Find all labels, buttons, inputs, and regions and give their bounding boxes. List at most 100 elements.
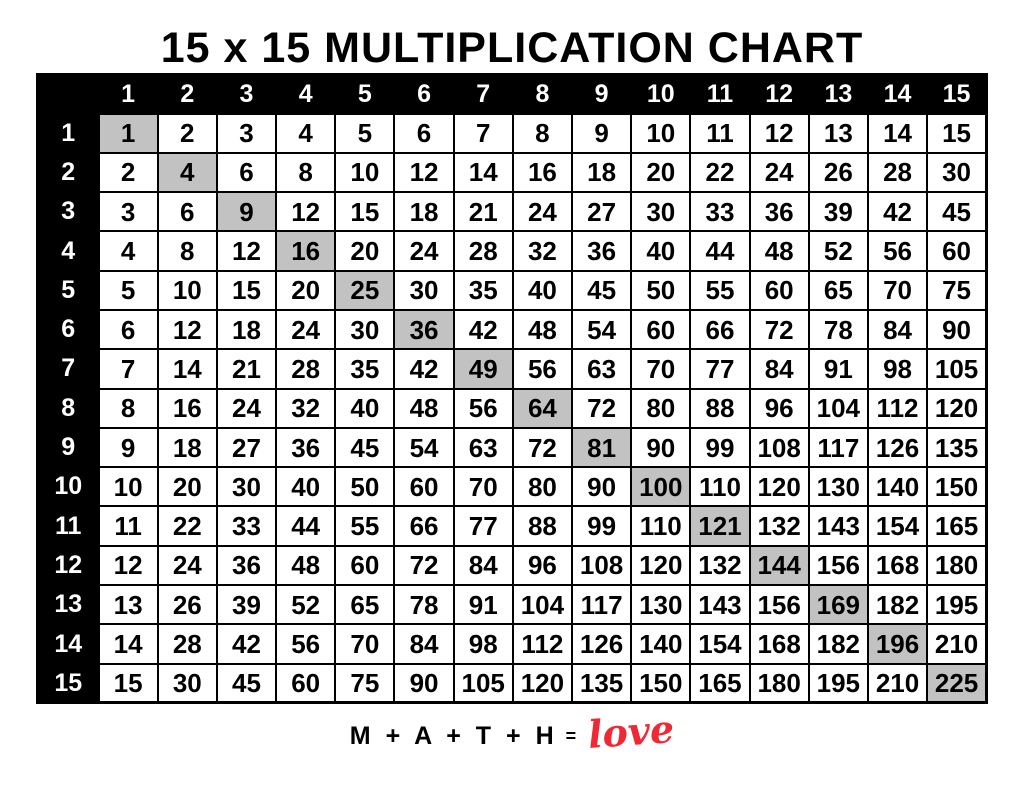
- product-cell: 21: [452, 191, 514, 233]
- product-cell: 10: [156, 269, 218, 311]
- product-cell: 36: [275, 426, 337, 469]
- product-cell: 78: [393, 584, 455, 626]
- product-cell: 63: [452, 426, 514, 469]
- page-title: 15 x 15 MULTIPLICATION CHART: [160, 24, 864, 72]
- product-cell: 169: [807, 584, 869, 626]
- table-row: 13 13 26 39 52 65 78 91 104 117 130 143 156 169 182 195: [36, 584, 988, 626]
- product-cell: 42: [393, 348, 455, 390]
- product-cell: 4: [156, 151, 218, 194]
- column-header-cell: 15: [926, 73, 988, 115]
- product-cell: 11: [97, 505, 159, 547]
- product-cell: 8: [275, 151, 337, 194]
- footer: M + A + T + H = love: [0, 704, 1024, 768]
- product-cell: 44: [275, 505, 337, 547]
- table-header: 1 2 3 4 5 6 7 8 9 10 11 12 13 14 15: [36, 73, 988, 115]
- product-cell: 18: [156, 426, 218, 469]
- product-cell: 130: [630, 584, 692, 626]
- column-header-cell: 6: [393, 73, 455, 115]
- column-header-cell: 4: [275, 73, 337, 115]
- row-header-cell: 15: [36, 662, 100, 704]
- product-cell: 39: [807, 191, 869, 233]
- product-cell: 78: [807, 308, 869, 351]
- product-cell: 26: [156, 584, 218, 626]
- product-cell: 88: [689, 387, 751, 429]
- product-cell: 30: [926, 151, 988, 194]
- product-cell: 80: [511, 466, 574, 508]
- product-cell: 40: [275, 466, 337, 508]
- product-cell: 28: [866, 151, 929, 194]
- product-cell: 96: [748, 387, 810, 429]
- table-row: 4 4 8 12 16 20 24 28 32 36 40 44 48 52 56 60: [36, 230, 988, 272]
- product-cell: 54: [570, 308, 633, 351]
- product-cell: 75: [334, 662, 396, 704]
- row-header-cell: 2: [36, 151, 100, 194]
- product-cell: 49: [452, 348, 514, 390]
- product-cell: 81: [570, 426, 633, 469]
- column-header-row: 1 2 3 4 5 6 7 8 9 10 11 12 13 14 15: [36, 73, 988, 115]
- product-cell: 7: [97, 348, 159, 390]
- product-cell: 117: [807, 426, 869, 469]
- product-cell: 2: [97, 151, 159, 194]
- product-cell: 28: [452, 230, 514, 272]
- product-cell: 24: [156, 544, 218, 587]
- product-cell: 63: [570, 348, 633, 390]
- product-cell: 30: [215, 466, 278, 508]
- product-cell: 210: [866, 662, 929, 704]
- product-cell: 30: [334, 308, 396, 351]
- product-cell: 48: [393, 387, 455, 429]
- product-cell: 42: [215, 623, 278, 665]
- product-cell: 12: [748, 112, 810, 154]
- product-cell: 6: [393, 112, 455, 154]
- table-row: 12 12 24 36 48 60 72 84 96 108 120 132 144 156 168 180: [36, 544, 988, 587]
- product-cell: 14: [156, 348, 218, 390]
- product-cell: 182: [866, 584, 929, 626]
- product-cell: 30: [630, 191, 692, 233]
- product-cell: 54: [393, 426, 455, 469]
- product-cell: 18: [215, 308, 278, 351]
- column-header-cell: 2: [156, 73, 218, 115]
- product-cell: 11: [689, 112, 751, 154]
- product-cell: 60: [275, 662, 337, 704]
- product-cell: 72: [511, 426, 574, 469]
- product-cell: 40: [334, 387, 396, 429]
- product-cell: 30: [393, 269, 455, 311]
- product-cell: 13: [807, 112, 869, 154]
- product-cell: 36: [215, 544, 278, 587]
- product-cell: 12: [393, 151, 455, 194]
- product-cell: 28: [275, 348, 337, 390]
- product-cell: 18: [570, 151, 633, 194]
- product-cell: 117: [570, 584, 633, 626]
- row-header-cell: 5: [36, 269, 100, 311]
- column-header-cell: 13: [807, 73, 869, 115]
- product-cell: 27: [570, 191, 633, 233]
- product-cell: 72: [570, 387, 633, 429]
- column-header-cell: 8: [511, 73, 574, 115]
- product-cell: 35: [452, 269, 514, 311]
- row-header-cell: 11: [36, 505, 100, 547]
- product-cell: 14: [97, 623, 159, 665]
- table-row: 8 8 16 24 32 40 48 56 64 72 80 88 96 104 112 120: [36, 387, 988, 429]
- product-cell: 7: [452, 112, 514, 154]
- product-cell: 50: [334, 466, 396, 508]
- corner-cell: [36, 73, 100, 115]
- product-cell: 98: [866, 348, 929, 390]
- product-cell: 65: [807, 269, 869, 311]
- product-cell: 64: [511, 387, 574, 429]
- product-cell: 16: [156, 387, 218, 429]
- product-cell: 56: [275, 623, 337, 665]
- product-cell: 48: [748, 230, 810, 272]
- product-cell: 13: [97, 584, 159, 626]
- product-cell: 8: [511, 112, 574, 154]
- product-cell: 84: [866, 308, 929, 351]
- column-header-cell: 7: [452, 73, 514, 115]
- product-cell: 75: [926, 269, 988, 311]
- row-header-cell: 9: [36, 426, 100, 469]
- product-cell: 4: [97, 230, 159, 272]
- column-header-cell: 11: [689, 73, 751, 115]
- product-cell: 18: [393, 191, 455, 233]
- footer-love-script: love: [586, 706, 676, 757]
- product-cell: 132: [748, 505, 810, 547]
- product-cell: 96: [511, 544, 574, 587]
- product-cell: 80: [630, 387, 692, 429]
- product-cell: 33: [689, 191, 751, 233]
